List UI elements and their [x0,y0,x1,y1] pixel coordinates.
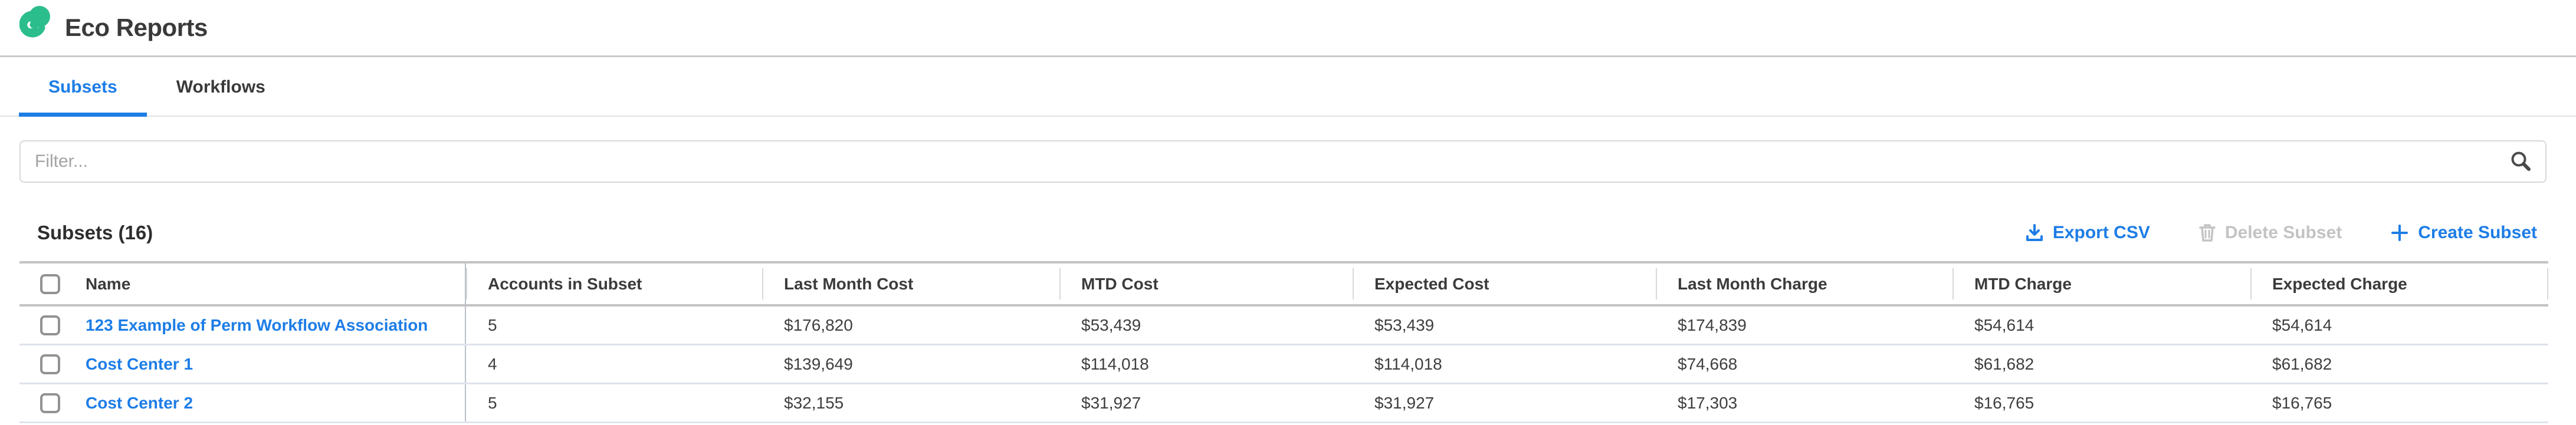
mtd-cost-cell: $114,018 [1081,354,1149,373]
table-row: Cost Center 1 4 $139,649 $114,018 $114,0… [19,345,2548,384]
tab-bar: Subsets Workflows [0,59,2576,117]
page-title: Eco Reports [65,14,208,41]
expected-charge-cell: $61,682 [2272,354,2332,373]
accounts-cell: 5 [488,315,497,334]
export-csv-button[interactable]: Export CSV [2025,223,2150,243]
tab-workflows[interactable]: Workflows [176,77,265,97]
table-row: Cost Center 2 5 $32,155 $31,927 $31,927 … [19,384,2548,423]
trash-icon [2199,224,2216,242]
table-header-row: Name Accounts in Subset Last Month Cost … [19,261,2548,307]
search-icon[interactable] [2509,150,2532,173]
download-icon [2026,224,2043,241]
section-title: Subsets (16) [37,222,153,243]
subset-name-link[interactable]: Cost Center 1 [86,354,193,373]
table-header-expected-charge: Expected Charge [2250,263,2548,304]
tab-subsets[interactable]: Subsets [19,59,147,117]
subsets-table: Name Accounts in Subset Last Month Cost … [19,261,2548,423]
mtd-cost-cell: $31,927 [1081,393,1141,412]
app-header: Eco Reports [0,0,2576,57]
table-header-last-month-charge: Last Month Charge [1656,263,1952,304]
expected-charge-cell: $54,614 [2272,315,2332,334]
export-csv-label: Export CSV [2052,223,2150,242]
last-month-cost-cell: $139,649 [784,354,853,373]
row-checkbox[interactable] [40,315,60,335]
row-checkbox[interactable] [40,354,60,374]
table-actions: Export CSV Delete Subset Create Subset [2025,223,2537,243]
last-month-cost-cell: $32,155 [784,393,844,412]
filter-bar [19,140,2547,183]
expected-cost-cell: $114,018 [1374,354,1442,373]
last-month-charge-cell: $74,668 [1678,354,1738,373]
table-header-last-month-cost: Last Month Cost [762,263,1059,304]
name-cell: Cost Center 1 [19,345,466,383]
last-month-charge-cell: $17,303 [1678,393,1738,412]
last-month-charge-cell: $174,839 [1678,315,1747,334]
mtd-charge-cell: $61,682 [1974,354,2034,373]
create-subset-label: Create Subset [2418,223,2537,242]
expected-charge-cell: $16,765 [2272,393,2332,412]
table-row: 123 Example of Perm Workflow Association… [19,307,2548,345]
mtd-cost-cell: $53,439 [1081,315,1141,334]
name-cell: Cost Center 2 [19,384,466,421]
expected-cost-cell: $53,439 [1374,315,1435,334]
select-all-checkbox[interactable] [40,274,60,294]
mtd-charge-cell: $16,765 [1974,393,2034,412]
accounts-cell: 5 [488,393,497,412]
eco-logo-icon [19,6,50,38]
column-header-label: Name [86,274,131,293]
table-header-mtd-cost: MTD Cost [1059,263,1353,304]
name-cell: 123 Example of Perm Workflow Association [19,307,466,344]
table-header-expected-cost: Expected Cost [1353,263,1656,304]
subset-name-link[interactable]: 123 Example of Perm Workflow Association [86,315,428,334]
table-header-mtd-charge: MTD Charge [1952,263,2250,304]
mtd-charge-cell: $54,614 [1974,315,2034,334]
section-header: Subsets (16) Export CSV Delete Subset Cr… [0,216,2576,250]
plus-icon [2391,225,2408,241]
create-subset-button[interactable]: Create Subset [2390,223,2537,243]
row-checkbox[interactable] [40,393,60,413]
accounts-cell: 4 [488,354,497,373]
last-month-cost-cell: $176,820 [784,315,853,334]
filter-input[interactable] [19,140,2547,183]
subset-name-link[interactable]: Cost Center 2 [86,393,193,412]
delete-subset-button[interactable]: Delete Subset [2198,223,2342,243]
table-header-name: Name [19,263,466,304]
expected-cost-cell: $31,927 [1374,393,1435,412]
delete-subset-label: Delete Subset [2224,223,2342,242]
table-header-accounts: Accounts in Subset [466,263,762,304]
